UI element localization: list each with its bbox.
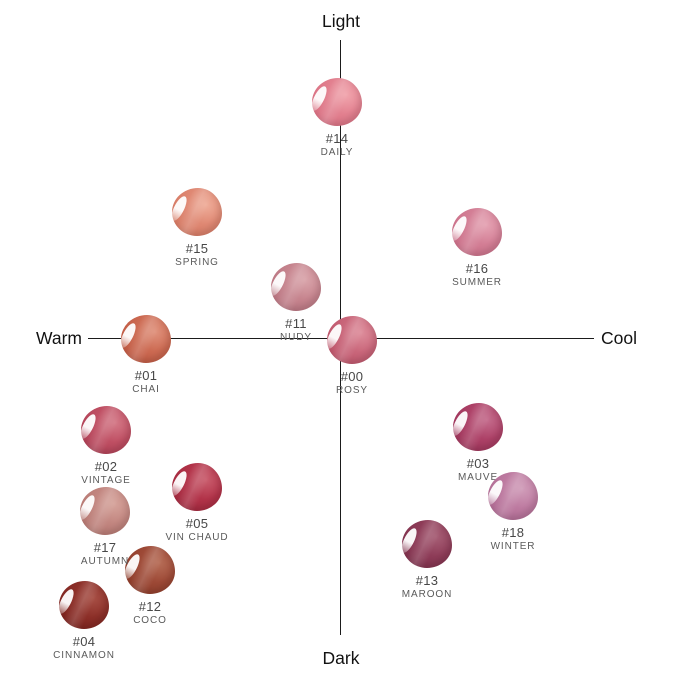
swatch-id-label: #16 (465, 261, 489, 276)
swatch-15-spring: #15 SPRING (132, 188, 262, 268)
swatch-name-label: AUTUMN (80, 556, 130, 567)
lipstick-blob (488, 472, 538, 520)
swatch-name-label: NUDY (280, 332, 312, 343)
swatch-name-label: WINTER (490, 541, 536, 552)
swatch-id-label: #15 (185, 241, 209, 256)
swatch-11-nudy: #11 NUDY (231, 263, 361, 343)
lipstick-blob (125, 546, 175, 594)
swatch-name-label: VINTAGE (81, 475, 131, 486)
lipstick-blob (81, 406, 131, 454)
swatch-id-label: #05 (185, 516, 209, 531)
swatch-00-rosy: #00 ROSY (287, 316, 417, 396)
axis-label-light: Light (322, 11, 360, 31)
swatch-03-mauve: #03 MAUVE (413, 403, 543, 483)
swatch-name-label: CHAI (132, 384, 160, 395)
lipstick-blob (172, 188, 222, 236)
swatch-id-label: #17 (93, 540, 117, 555)
swatch-14-daily: #14 DAILY (272, 78, 402, 158)
swatch-13-maroon: #13 MAROON (362, 520, 492, 600)
swatch-05-vin-chaud: #05 VIN CHAUD (132, 463, 262, 543)
axis-label-warm: Warm (35, 328, 82, 348)
swatch-name-label: MAUVE (457, 472, 499, 483)
swatch-id-label: #13 (415, 573, 439, 588)
lipstick-blob (327, 316, 377, 364)
lipstick-blob (452, 208, 502, 256)
swatch-id-label: #18 (501, 525, 525, 540)
swatch-name-label: CINNAMON (53, 650, 115, 661)
swatch-12-coco: #12 COCO (85, 546, 215, 626)
lipstick-blob (80, 487, 130, 535)
swatch-name-label: VIN CHAUD (165, 532, 229, 543)
lipstick-blob (402, 520, 452, 568)
lipstick-blob (312, 78, 362, 126)
swatch-id-label: #11 (285, 316, 307, 331)
swatch-name-label: SPRING (175, 257, 219, 268)
swatch-id-label: #14 (325, 131, 349, 146)
swatch-18-winter: #18 WINTER (448, 472, 578, 552)
swatch-name-label: ROSY (336, 385, 368, 396)
swatch-id-label: #12 (138, 599, 162, 614)
lipstick-blob (59, 581, 109, 629)
swatch-02-vintage: #02 VINTAGE (41, 406, 171, 486)
swatch-name-label: SUMMER (452, 277, 502, 288)
swatch-name-label: MAROON (401, 589, 453, 600)
swatch-id-label: #02 (94, 459, 118, 474)
lipstick-blob (271, 263, 321, 311)
swatch-04-cinnamon: #04 CINNAMON (19, 581, 149, 661)
lipstick-blob (121, 315, 171, 363)
swatch-id-label: #01 (134, 368, 158, 383)
lipstick-blob (453, 403, 503, 451)
swatch-17-autumn: #17 AUTUMN (40, 487, 170, 567)
swatch-name-label: DAILY (320, 147, 354, 158)
swatch-01-chai: #01 CHAI (81, 315, 211, 395)
swatch-name-label: COCO (133, 615, 167, 626)
lipstick-blob (172, 463, 222, 511)
swatch-id-label: #04 (72, 634, 96, 649)
swatch-id-label: #00 (340, 369, 364, 384)
swatch-id-label: #03 (466, 456, 490, 471)
swatch-16-summer: #16 SUMMER (412, 208, 542, 288)
axis-label-cool: Cool (601, 328, 637, 348)
axis-label-dark: Dark (322, 648, 360, 668)
